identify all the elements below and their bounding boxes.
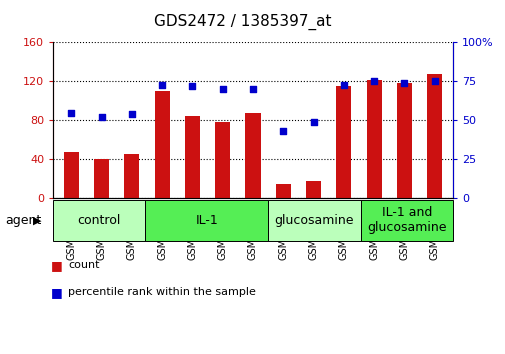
Bar — [366, 80, 381, 198]
Point — [67, 110, 75, 115]
Text: glucosamine: glucosamine — [274, 214, 354, 227]
Point — [430, 79, 438, 84]
Point — [279, 129, 287, 134]
Bar — [306, 181, 321, 198]
Text: percentile rank within the sample: percentile rank within the sample — [68, 287, 256, 297]
Bar — [336, 86, 351, 198]
Point — [248, 86, 257, 92]
Text: control: control — [77, 214, 121, 227]
Text: agent: agent — [5, 214, 41, 227]
Point — [158, 82, 166, 87]
Text: IL-1: IL-1 — [195, 214, 218, 227]
Bar — [426, 74, 441, 198]
Point — [369, 79, 377, 84]
Point — [399, 80, 408, 86]
Text: IL-1 and
glucosamine: IL-1 and glucosamine — [366, 206, 445, 234]
Point — [128, 111, 136, 117]
Bar — [94, 159, 109, 198]
Point — [97, 114, 106, 120]
Text: GDS2472 / 1385397_at: GDS2472 / 1385397_at — [154, 14, 331, 30]
Text: ■: ■ — [50, 259, 62, 272]
Bar — [124, 154, 139, 198]
Point — [188, 83, 196, 89]
Bar — [275, 184, 290, 198]
Bar — [154, 91, 169, 198]
Bar — [215, 122, 230, 198]
Point — [218, 86, 226, 92]
Point — [339, 82, 347, 87]
Point — [309, 119, 317, 125]
Text: count: count — [68, 261, 99, 270]
Bar — [245, 113, 260, 198]
Bar — [396, 84, 411, 198]
Bar — [64, 153, 79, 198]
Text: ■: ■ — [50, 286, 62, 298]
Text: ▶: ▶ — [33, 215, 41, 225]
Bar — [184, 116, 199, 198]
